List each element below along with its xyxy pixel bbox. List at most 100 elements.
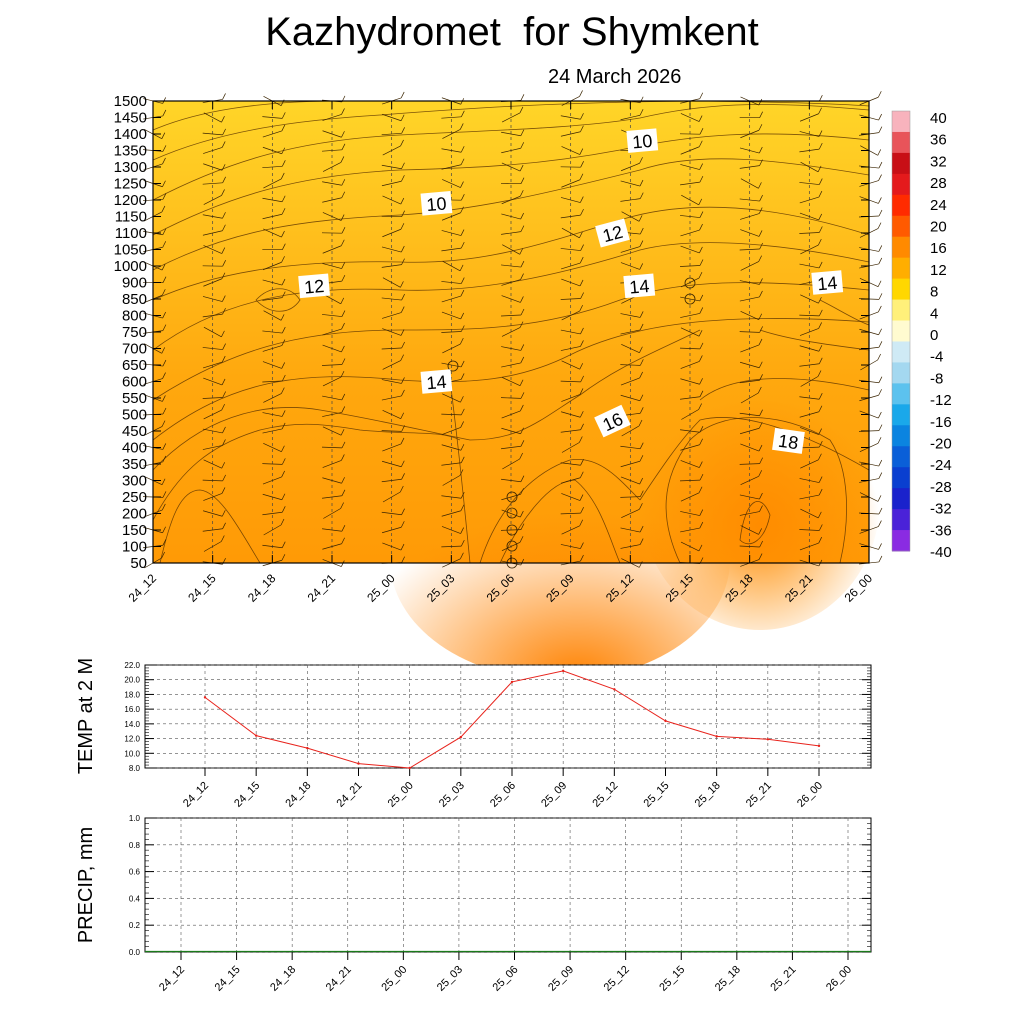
precip-x-tick-label: 25_21 <box>768 964 798 994</box>
wind-barb <box>740 129 760 139</box>
wind-barb-feather <box>162 503 166 511</box>
wind-barb <box>382 360 401 370</box>
wind-barb <box>322 197 342 203</box>
wind-barb <box>680 296 700 302</box>
contour-line <box>152 206 870 301</box>
wind-barb-feather <box>281 445 285 452</box>
wind-barb-feather <box>878 411 882 419</box>
wind-barb <box>620 527 641 533</box>
colorbar-segment <box>892 152 910 175</box>
wind-barb <box>441 311 461 320</box>
wind-barb <box>799 131 820 137</box>
wind-barb-feather <box>341 454 345 461</box>
wind-barb-feather <box>817 165 822 173</box>
wind-barb-feather <box>698 544 703 552</box>
wind-barb <box>322 245 342 254</box>
wind-barb-feather <box>699 307 704 314</box>
wind-barb-feather <box>221 272 226 279</box>
temp-point <box>613 688 616 691</box>
colorbar-label: -40 <box>930 544 952 561</box>
calm-circle <box>684 293 696 305</box>
wind-barb <box>680 327 700 337</box>
temp-x-tick-label: 24_12 <box>181 780 211 810</box>
wind-barb <box>382 228 402 238</box>
wind-barb <box>441 295 461 303</box>
wind-barb-feather <box>400 197 405 205</box>
wind-barb-feather <box>759 457 763 464</box>
wind-barb-feather <box>818 142 823 150</box>
wind-barb-feather <box>877 149 882 156</box>
wind-barb-feather <box>162 228 167 235</box>
contour-label-box <box>623 273 656 299</box>
wind-barb-feather <box>758 361 763 368</box>
wind-barb <box>203 459 222 469</box>
wind-barb <box>740 443 760 452</box>
wind-barb-feather <box>698 115 703 122</box>
calm-circle <box>506 491 518 503</box>
colorbar-segment <box>892 131 910 154</box>
wind-barb-feather <box>221 116 225 123</box>
wind-barb <box>202 445 223 450</box>
wind-barb-feather <box>878 424 883 431</box>
temp-point <box>817 744 821 748</box>
wind-barb-feather <box>221 403 225 411</box>
wind-barb-feather <box>818 511 822 519</box>
wind-barb-feather <box>758 528 762 535</box>
wind-barb-feather <box>161 551 165 559</box>
colorbar-label: 28 <box>930 175 947 192</box>
wind-barb <box>799 427 819 435</box>
wind-barb <box>620 445 641 450</box>
colorbar-label: -28 <box>930 479 952 496</box>
wind-barb-feather <box>281 147 286 154</box>
wind-barb-feather <box>759 374 763 381</box>
wind-barb <box>799 328 819 336</box>
wind-barb <box>680 113 700 122</box>
wind-barb-feather <box>221 510 226 517</box>
wind-barb <box>262 279 283 286</box>
wind-barb <box>799 396 820 400</box>
wind-barb <box>680 361 700 369</box>
wind-barb <box>620 544 641 549</box>
wind-barb-feather <box>459 123 464 130</box>
wind-barb <box>441 444 462 451</box>
wind-barb-feather <box>282 458 286 465</box>
precip-y-tick-label: 1.0 <box>129 814 141 823</box>
wind-barb-feather <box>579 436 583 443</box>
wind-barb-feather <box>281 112 286 119</box>
wind-barb-feather <box>460 456 465 463</box>
wind-barb <box>262 146 282 155</box>
wind-barb-feather <box>699 259 704 266</box>
wind-barb-feather <box>221 141 226 148</box>
wind-barb-feather <box>341 274 346 282</box>
contour-label-box <box>298 273 331 299</box>
colorbar-label: 0 <box>930 327 938 344</box>
wind-barb-feather <box>818 357 823 364</box>
wind-barb <box>322 426 342 436</box>
wind-barb <box>382 277 401 288</box>
wind-barb-feather <box>340 239 345 246</box>
contour-label-box <box>772 427 805 454</box>
colorbar-frame <box>891 110 911 552</box>
colorbar-label: 20 <box>930 219 947 236</box>
wind-barb <box>560 512 581 515</box>
wind-barb <box>442 475 461 486</box>
wind-barb-feather <box>460 396 464 403</box>
wind-barb-feather <box>341 393 346 401</box>
wind-barb <box>203 195 222 205</box>
wind-barb <box>321 149 343 152</box>
wind-barb-feather <box>401 258 405 265</box>
wind-barb-feather <box>579 471 584 478</box>
temp-x-tick-label: 25_09 <box>539 780 569 810</box>
contour-label-text: 14 <box>629 276 651 298</box>
wind-barb-feather <box>221 462 226 469</box>
wind-barb <box>263 442 282 453</box>
colorbar-segment <box>892 299 910 322</box>
wind-barb <box>322 114 342 121</box>
wind-barb <box>560 346 581 351</box>
wind-barb-feather <box>162 395 166 402</box>
wind-barb-feather <box>698 403 702 410</box>
wind-barb <box>322 263 342 269</box>
wind-barb <box>321 446 343 449</box>
temp-point <box>254 734 258 737</box>
wind-barb <box>322 528 342 532</box>
